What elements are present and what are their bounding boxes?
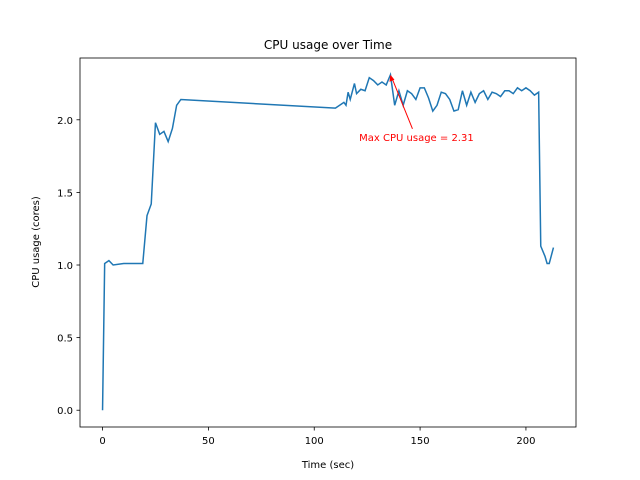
x-tick-label: 200: [516, 436, 535, 447]
annotation-text: Max CPU usage = 2.31: [359, 133, 474, 144]
x-axis-label: Time (sec): [301, 460, 354, 471]
y-tick-label: 1.0: [57, 261, 73, 272]
y-tick-label: 2.0: [57, 116, 73, 127]
annotation-arrow: [390, 76, 413, 129]
x-tick-label: 150: [411, 436, 430, 447]
y-axis-label: CPU usage (cores): [31, 196, 42, 288]
plot-frame: [79, 57, 577, 428]
x-tick-label: 0: [99, 436, 105, 447]
annotation-arrowhead: [389, 74, 395, 82]
y-tick-label: 0.0: [57, 406, 73, 417]
y-tick-label: 1.5: [57, 188, 73, 199]
y-tick-label: 0.5: [57, 334, 73, 345]
line-series: [101, 71, 555, 411]
chart-title: CPU usage over Time: [264, 38, 392, 52]
x-tick-label: 50: [202, 436, 215, 447]
x-tick-label: 100: [305, 436, 324, 447]
